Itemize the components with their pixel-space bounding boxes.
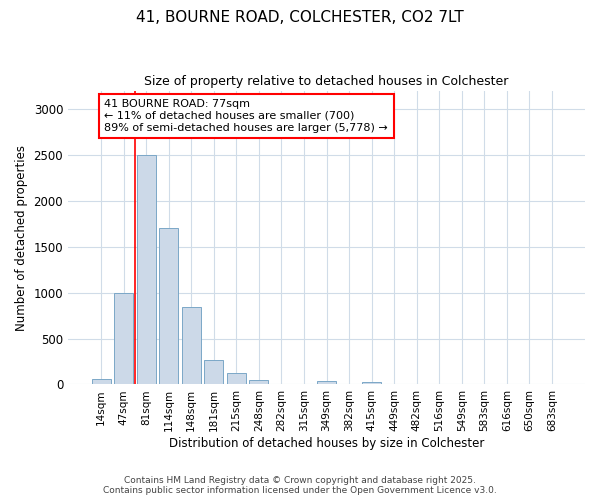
Bar — [227, 374, 246, 384]
Bar — [204, 360, 223, 384]
Bar — [159, 228, 178, 384]
Y-axis label: Number of detached properties: Number of detached properties — [15, 144, 28, 330]
Bar — [362, 382, 381, 384]
Bar — [92, 380, 110, 384]
Text: Contains HM Land Registry data © Crown copyright and database right 2025.
Contai: Contains HM Land Registry data © Crown c… — [103, 476, 497, 495]
X-axis label: Distribution of detached houses by size in Colchester: Distribution of detached houses by size … — [169, 437, 484, 450]
Bar — [137, 155, 156, 384]
Bar — [250, 380, 268, 384]
Bar — [182, 308, 201, 384]
Text: 41, BOURNE ROAD, COLCHESTER, CO2 7LT: 41, BOURNE ROAD, COLCHESTER, CO2 7LT — [136, 10, 464, 25]
Bar — [317, 381, 336, 384]
Text: 41 BOURNE ROAD: 77sqm
← 11% of detached houses are smaller (700)
89% of semi-det: 41 BOURNE ROAD: 77sqm ← 11% of detached … — [104, 100, 388, 132]
Title: Size of property relative to detached houses in Colchester: Size of property relative to detached ho… — [145, 75, 509, 88]
Bar — [114, 292, 133, 384]
